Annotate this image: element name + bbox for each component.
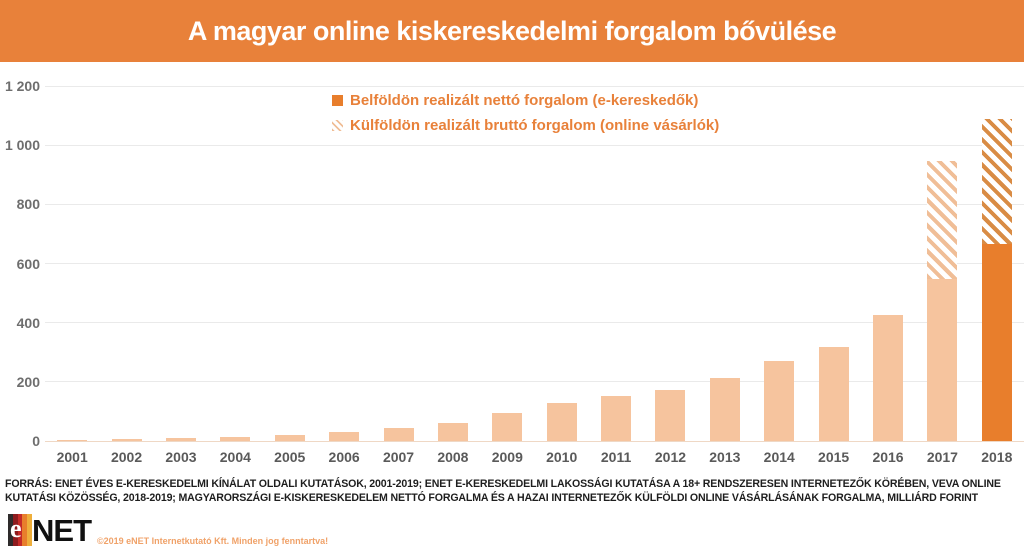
bar-domestic-2017: [927, 278, 958, 441]
x-axis-tick-label: 2018: [981, 449, 1013, 465]
logo-stripe: [12, 514, 18, 546]
x-axis-tick-label: 2002: [110, 449, 143, 465]
enet-logo: e NET: [8, 512, 92, 548]
y-axis-tick-label: 1 000: [4, 137, 40, 154]
legend-swatch-hatched-icon: [332, 120, 343, 131]
x-axis-tick-label: 2007: [382, 449, 415, 465]
bar-domestic-2004: [220, 436, 251, 441]
logo-stripe: [8, 514, 13, 546]
bar-domestic-2011: [601, 396, 632, 441]
bar-slot-2001: 2001: [45, 86, 99, 465]
gridline: [45, 381, 1024, 383]
bar-domestic-2006: [329, 431, 360, 441]
bar-slot-2012: 2012: [643, 86, 697, 465]
bar-slot-2011: 2011: [589, 86, 643, 465]
bar-domestic-2009: [492, 412, 523, 441]
x-axis-tick-label: 2014: [763, 449, 795, 465]
bar-domestic-2005: [274, 435, 305, 441]
gridline: [45, 144, 1024, 146]
x-axis-tick-label: 2010: [546, 449, 578, 465]
bar-slot-2017: 2017: [915, 86, 969, 465]
x-axis-tick-label: 2017: [926, 449, 958, 465]
logo-stripe: [22, 514, 28, 546]
source-note: FORRÁS: ENET ÉVES E-KERESKEDELMI KÍNÁLAT…: [5, 478, 1001, 504]
x-axis-tick-label: 2001: [56, 449, 88, 465]
bar-slot-2007: 2007: [371, 86, 425, 465]
bar-slot-2004: 2004: [208, 86, 262, 465]
x-axis-tick-label: 2009: [491, 449, 523, 465]
logo-stripe: [17, 514, 23, 546]
bar-slot-2005: 2005: [263, 86, 317, 465]
bar-slot-2014: 2014: [752, 86, 806, 465]
bar-slot-2010: 2010: [535, 86, 589, 465]
bar-slot-2013: 2013: [698, 86, 752, 465]
bar-domestic-2014: [764, 360, 795, 441]
x-axis-tick-label: 2008: [437, 449, 469, 465]
x-axis-tick-label: 2013: [709, 449, 741, 465]
gridline: [45, 203, 1024, 205]
y-axis-tick-label: 800: [16, 196, 40, 213]
legend-swatch-solid-icon: [332, 95, 343, 106]
bar-slot-2008: 2008: [426, 86, 480, 465]
page-title: A magyar online kiskereskedelmi forgalom…: [187, 15, 837, 46]
bar-domestic-2003: [165, 438, 196, 441]
bar-slot-2003: 2003: [154, 86, 208, 465]
gridline: [45, 85, 1024, 87]
bar-domestic-2015: [818, 346, 849, 441]
bar-domestic-2010: [546, 402, 577, 441]
bar-slot-2009: 2009: [480, 86, 534, 465]
y-axis-tick-label: 200: [16, 373, 40, 390]
legend-label-foreign: Külföldön realizált bruttó forgalom (onl…: [350, 117, 720, 134]
legend-item-foreign: Külföldön realizált bruttó forgalom (onl…: [332, 113, 719, 138]
legend-item-domestic: Belföldön realizált nettó forgalom (e-ke…: [332, 88, 719, 113]
bar-domestic-2002: [111, 439, 142, 441]
bar-slot-2018: 2018: [970, 86, 1024, 465]
bar-domestic-2001: [57, 440, 88, 441]
x-axis-tick-label: 2011: [600, 449, 632, 465]
x-axis-tick-label: 2015: [818, 449, 850, 465]
bar-slot-2016: 2016: [861, 86, 915, 465]
bar-domestic-2013: [709, 378, 740, 441]
gridline: [45, 263, 1024, 264]
chart-legend: Belföldön realizált nettó forgalom (e-ke…: [332, 88, 719, 138]
copyright-text: ©2019 eNET Internetkutató Kft. Minden jo…: [97, 536, 329, 546]
bar-domestic-2007: [383, 427, 414, 441]
logo-stripe: [27, 514, 32, 546]
y-axis-tick-label: 400: [16, 314, 40, 331]
x-axis-tick-label: 2006: [328, 449, 360, 465]
bar-foreign-2017: [927, 160, 958, 279]
title-banner: A magyar online kiskereskedelmi forgalom…: [0, 0, 1024, 62]
bar-chart-plot-area: 0 200 400 600 800 1 000 1 200 2001 2002 2003 2004 2…: [5, 78, 1024, 465]
y-axis-tick-label: 0: [32, 433, 40, 449]
legend-label-domestic: Belföldön realizált nettó forgalom (e-ke…: [350, 92, 699, 109]
gridline: [45, 322, 1024, 324]
bar-slot-2002: 2002: [99, 86, 153, 465]
bar-domestic-2016: [873, 315, 904, 441]
bar-domestic-2018: [981, 244, 1012, 441]
bar-slot-2006: 2006: [317, 86, 371, 465]
x-axis-tick-label: 2005: [274, 449, 306, 465]
enet-logo-stripes-icon: e: [8, 514, 32, 546]
enet-logo-e: e: [10, 514, 22, 543]
bar-slot-2015: 2015: [806, 86, 860, 465]
bar-domestic-2012: [655, 390, 686, 441]
x-axis-tick-label: 2016: [872, 449, 904, 465]
bar-domestic-2008: [437, 423, 468, 441]
y-axis-tick-label: 1 200: [4, 78, 40, 94]
x-axis-tick-label: 2012: [654, 449, 687, 465]
gridline: [45, 440, 1024, 442]
y-axis-tick-label: 600: [16, 255, 40, 272]
enet-logo-text: NET: [32, 513, 92, 548]
x-axis-tick-label: 2003: [165, 449, 197, 465]
x-axis-tick-label: 2004: [219, 449, 251, 465]
bar-foreign-2018: [981, 118, 1012, 245]
